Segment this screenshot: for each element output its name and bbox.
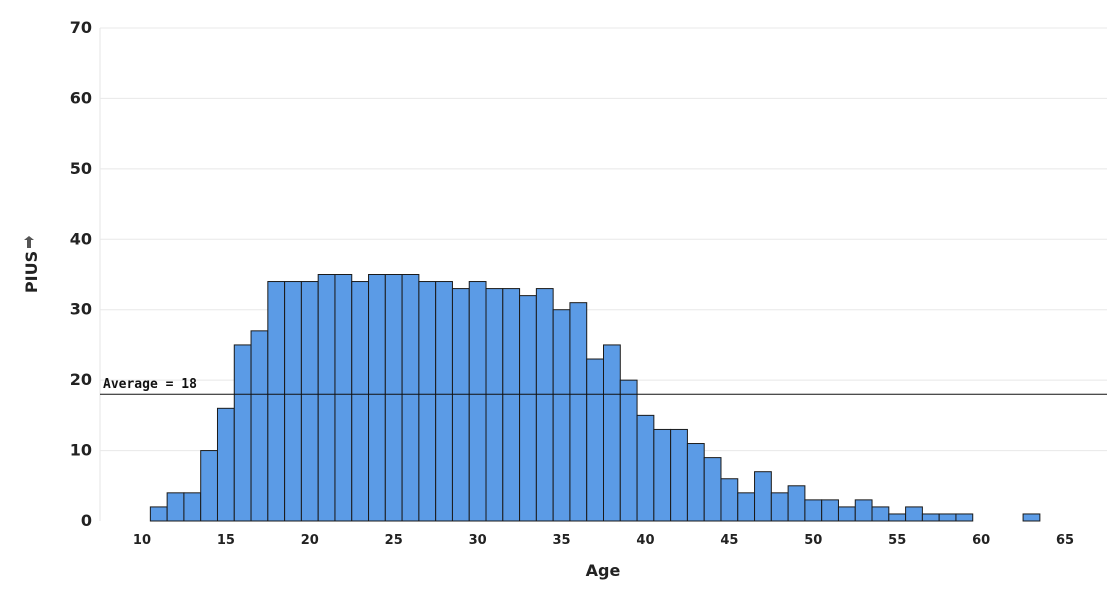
x-tick-label: 10 [133,533,151,548]
x-tick-label: 15 [217,533,235,548]
histogram-bar[interactable] [418,281,437,522]
histogram-bar[interactable] [401,274,420,522]
x-tick-label: 20 [301,533,319,548]
y-tick-label: 50 [70,159,92,178]
histogram-bar[interactable] [200,450,218,522]
histogram-bar[interactable] [670,428,688,522]
histogram-bar[interactable] [837,506,856,522]
y-tick-label: 60 [70,88,92,107]
x-tick-label: 30 [469,533,487,548]
histogram-bar[interactable] [720,478,739,522]
x-tick-label: 45 [720,533,738,548]
y-tick-label: 10 [70,441,92,460]
histogram-bar[interactable] [166,492,185,522]
histogram-bar[interactable] [519,295,537,522]
bars [149,274,1041,522]
x-tick-label: 40 [636,533,654,548]
histogram-bar[interactable] [804,499,823,522]
pin-icon[interactable] [24,236,34,248]
histogram-bar[interactable] [770,492,789,522]
y-tick-label: 0 [81,511,92,530]
histogram-bar[interactable] [334,274,353,522]
histogram-bar[interactable] [468,281,487,522]
histogram-bar[interactable] [636,414,655,522]
y-tick-label: 40 [70,229,92,248]
histogram-bar[interactable] [586,358,605,522]
histogram-bar[interactable] [854,499,873,522]
histogram-bar[interactable] [216,407,235,522]
histogram-bar[interactable] [368,274,386,522]
histogram-bar[interactable] [233,344,252,522]
histogram-bar[interactable] [535,288,554,522]
x-tick-label: 55 [888,533,906,548]
histogram-bar[interactable] [703,457,722,522]
histogram-bar[interactable] [267,281,286,522]
histogram-bar[interactable] [754,471,772,522]
x-tick-label: 65 [1056,533,1074,548]
histogram-bar[interactable] [686,443,705,522]
histogram-bar[interactable] [502,288,521,522]
x-axis-title: Age [586,561,621,580]
histogram-bar[interactable] [787,485,806,522]
average-reference-line: Average = 18 [100,377,1107,395]
histogram-bar[interactable] [485,288,504,522]
histogram-bar[interactable] [905,506,923,522]
histogram-bar[interactable] [384,274,403,522]
histogram-bar[interactable] [300,281,319,522]
y-tick-label: 70 [70,18,92,37]
histogram-bar[interactable] [317,274,336,522]
x-axis-ticks: 10 15 20 25 30 35 40 45 50 55 60 65 [133,533,1074,548]
histogram-bar[interactable] [871,506,890,522]
histogram-bar[interactable] [938,513,957,522]
histogram-bar[interactable] [955,513,974,522]
average-label: Average = 18 [103,377,197,392]
histogram-bar[interactable] [1022,513,1041,522]
y-tick-label: 20 [70,370,92,389]
histogram-bar[interactable] [250,330,269,522]
histogram-bar[interactable] [653,428,672,522]
histogram-bar[interactable] [435,281,453,522]
histogram-bar[interactable] [183,492,202,522]
x-tick-label: 25 [385,533,403,548]
x-tick-label: 50 [804,533,822,548]
histogram-bar[interactable] [921,513,940,522]
histogram-bar[interactable] [351,281,370,522]
y-tick-label: 30 [70,300,92,319]
x-tick-label: 60 [972,533,990,548]
histogram-bar[interactable] [619,379,638,522]
histogram-bar[interactable] [451,288,470,522]
histogram-bar[interactable] [888,513,907,522]
histogram-bar[interactable] [284,281,302,522]
histogram-bar[interactable] [569,302,588,522]
histogram-bar[interactable] [603,344,621,522]
x-tick-label: 35 [552,533,570,548]
histogram-bar[interactable] [552,309,571,522]
y-axis-ticks: 0 10 20 30 40 50 60 70 [70,18,92,530]
histogram-bar[interactable] [821,499,839,522]
y-axis-title: PIUS [22,251,41,293]
histogram-bar[interactable] [737,492,756,522]
histogram-bar[interactable] [149,506,168,522]
